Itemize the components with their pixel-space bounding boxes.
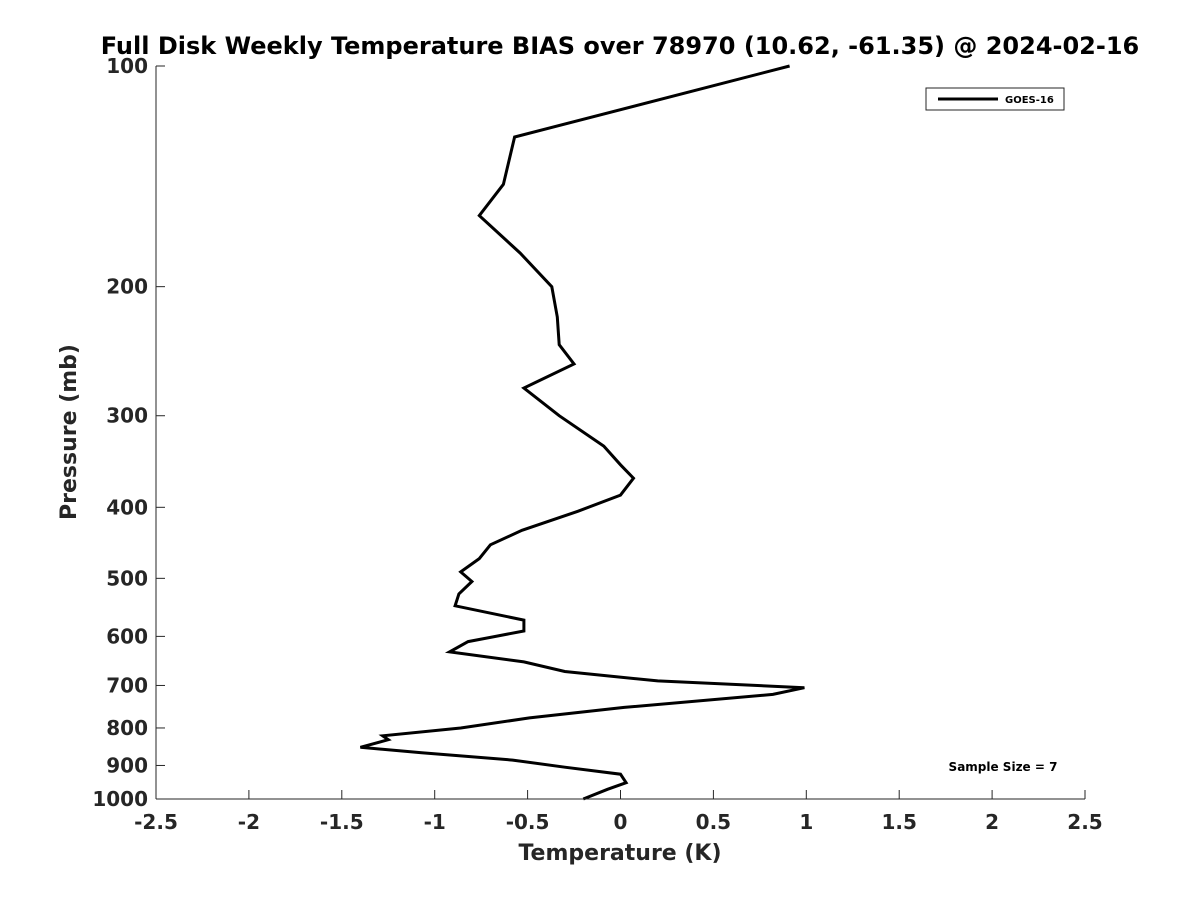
x-tick-label: -2.5 <box>134 810 178 834</box>
x-tick-label: 0.5 <box>696 810 731 834</box>
series-line-goes-16 <box>360 64 805 801</box>
y-tick-label: 500 <box>106 566 148 590</box>
y-tick-label: 400 <box>106 495 148 519</box>
y-tick-label: 600 <box>106 624 148 648</box>
legend: GOES-16 <box>925 87 1065 111</box>
y-axis-ticks: 100 200 300 400 500 600 700 800 900 1000 <box>92 54 165 811</box>
chart-title: Full Disk Weekly Temperature BIAS over 7… <box>101 32 1140 60</box>
y-tick-label: 700 <box>106 673 148 697</box>
x-tick-label: -2 <box>238 810 260 834</box>
x-tick-label: -1 <box>424 810 446 834</box>
legend-label-goes-16: GOES-16 <box>1005 95 1054 106</box>
x-axis-label: Temperature (K) <box>518 841 721 866</box>
x-tick-label: -0.5 <box>506 810 550 834</box>
sample-size-annotation: Sample Size = 7 <box>949 760 1058 774</box>
x-tick-label: 0 <box>614 810 628 834</box>
y-axis-label: Pressure (mb) <box>57 344 82 520</box>
x-axis-ticks: -2.5 -2 -1.5 -1 -0.5 0 0.5 1 1.5 2 2.5 <box>134 790 1103 834</box>
x-tick-label: 1 <box>799 810 813 834</box>
y-tick-label: 800 <box>106 716 148 740</box>
y-tick-label: 200 <box>106 275 148 299</box>
y-tick-label: 100 <box>106 54 148 78</box>
y-tick-label: 300 <box>106 404 148 428</box>
x-tick-label: -1.5 <box>320 810 364 834</box>
y-tick-label: 900 <box>106 753 148 777</box>
y-tick-label: 1000 <box>92 787 148 811</box>
x-tick-label: 1.5 <box>881 810 916 834</box>
x-tick-label: 2 <box>985 810 999 834</box>
series-layer <box>360 64 805 801</box>
x-tick-label: 2.5 <box>1067 810 1102 834</box>
plot-area <box>156 66 1085 799</box>
